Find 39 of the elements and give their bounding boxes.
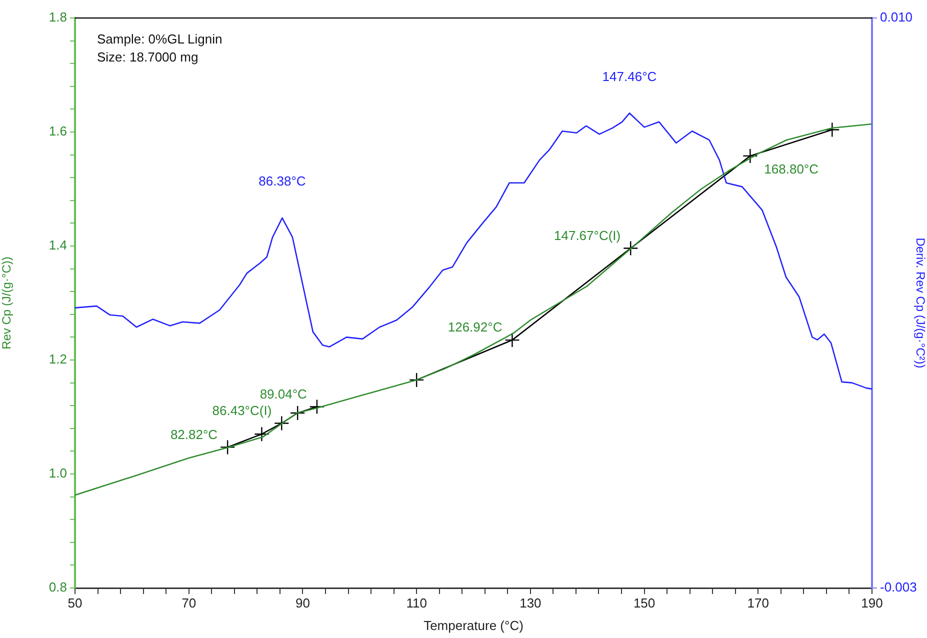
- x-axis-title: Temperature (°C): [424, 618, 524, 633]
- point: [254, 426, 270, 442]
- point: [309, 399, 325, 414]
- annotation: 168.80°C: [764, 162, 819, 177]
- annotation: Size: 18.7000 mg: [97, 50, 198, 65]
- point: [623, 240, 638, 256]
- y-tick-label: 1.8: [48, 10, 67, 25]
- annotation: 86.43°C(I): [212, 402, 272, 418]
- y2-axis-title: Deriv. Rev Cp (J/(g·°C²)): [913, 238, 927, 368]
- x-tick-label: 90: [295, 595, 310, 610]
- annotation: 86.38°C: [258, 174, 306, 189]
- y-tick-label: 1.6: [48, 124, 67, 139]
- x-tick-label: 70: [182, 595, 196, 610]
- annotation: 89.04°C: [260, 386, 307, 402]
- point: [220, 440, 236, 455]
- point: [742, 148, 758, 164]
- x-tick-label: 50: [68, 595, 82, 610]
- point: [824, 122, 840, 138]
- annotation: 126.92°C: [448, 320, 502, 335]
- point: [408, 372, 424, 388]
- x-tick-label: 190: [861, 595, 883, 610]
- y-tick-label: 1.2: [48, 352, 67, 367]
- y-tick-label: 1.0: [48, 466, 67, 481]
- annotation: 82.82°C: [170, 426, 218, 442]
- x-tick-label: 130: [520, 595, 542, 610]
- y-axis-title: Rev Cp (J/(g·°C)): [0, 256, 14, 350]
- point: [274, 416, 290, 431]
- y2-tick-label: 0.010: [880, 10, 913, 25]
- point: [290, 405, 306, 421]
- y-tick-label: 0.8: [48, 580, 67, 595]
- annotation: 147.46°C: [602, 68, 657, 84]
- annotation: Sample: 0%GL Lignin: [97, 32, 222, 47]
- x-tick-label: 170: [747, 595, 769, 610]
- annotation: 147.67°C(I): [554, 228, 621, 243]
- y-tick-label: 1.4: [48, 238, 67, 253]
- x-tick-label: 110: [406, 595, 427, 610]
- y2-tick-label: -0.003: [880, 580, 917, 595]
- point: [504, 332, 520, 348]
- x-tick-label: 150: [633, 595, 656, 610]
